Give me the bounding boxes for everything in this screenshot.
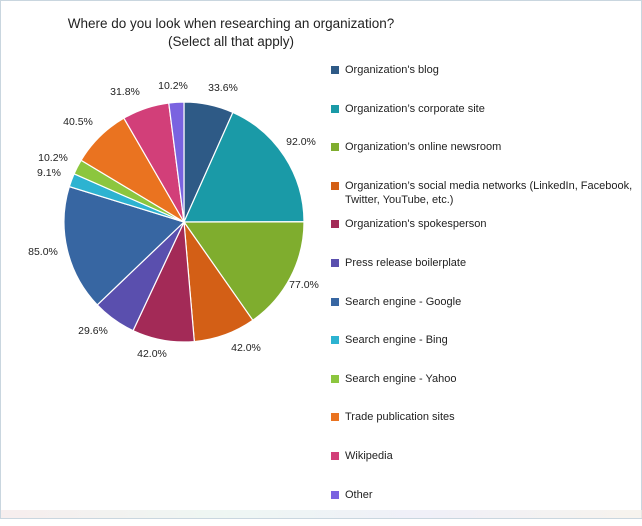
legend-label: Search engine - Bing [345, 334, 448, 347]
legend-swatch [331, 374, 339, 383]
legend-label: Search engine - Yahoo [345, 372, 457, 385]
legend-item-trade-publication-sites: Trade publication sites [331, 410, 636, 449]
legend-label: Wikipedia [345, 449, 393, 462]
legend-label: Organization's spokesperson [345, 218, 487, 231]
legend-item-press-release-boilerplate: Press release boilerplate [331, 256, 636, 295]
legend-swatch [331, 258, 339, 267]
legend-swatch [331, 220, 339, 229]
legend-label: Other [345, 488, 373, 501]
pie-value-label-search-engine-bing: 9.1% [37, 167, 61, 179]
pie-value-label-trade-publication-sites: 40.5% [63, 116, 93, 128]
legend-item-other: Other [331, 488, 636, 526]
legend-swatch [331, 490, 339, 499]
legend-label: Trade publication sites [345, 411, 455, 424]
chart-subtitle: (Select all that apply) [167, 34, 295, 49]
legend-swatch [331, 451, 339, 460]
chart-title-block: Where do you look when researching an or… [41, 15, 421, 51]
legend-label: Search engine - Google [345, 295, 462, 308]
pie-value-label-search-engine-google: 85.0% [28, 246, 58, 258]
pie-value-label-other: 10.2% [158, 80, 188, 92]
legend-swatch [331, 181, 339, 190]
legend-item-organization-s-online-newsroom: Organization’s online newsroom [331, 140, 636, 179]
chart-title: Where do you look when researching an or… [67, 16, 395, 31]
pie-value-labels: 33.6% 92.0% 77.0% 42.0% 42.0% 29.6% 85.0% 9.1% 1… [28, 80, 319, 360]
pie-slice-other [168, 101, 185, 223]
legend-swatch [331, 104, 339, 113]
legend-label: Organization’s online newsroom [345, 141, 502, 154]
legend-swatch [331, 413, 339, 422]
pie-slice-search-engine-google [63, 185, 186, 306]
legend-item-wikipedia: Wikipedia [331, 449, 636, 488]
legend-swatch [331, 297, 339, 306]
legend-item-organization-s-social-media-networks-linkedin-facebook-twitter-youtube-etc: Organization’s social media networks (Li… [331, 179, 636, 218]
pie-value-label-search-engine-yahoo: 10.2% [38, 152, 68, 164]
legend-item-organization-s-blog: Organization's blog [331, 63, 636, 102]
pie-slices [63, 101, 305, 343]
legend-label: Organization’s social media networks (Li… [345, 179, 633, 206]
legend-label: Organization's blog [345, 64, 439, 76]
pie-value-label-wikipedia: 31.8% [110, 86, 140, 98]
decorative-strip [1, 510, 642, 518]
pie-slice-organization-s-online-newsroom [182, 221, 305, 322]
legend-item-search-engine-google: Search engine - Google [331, 295, 636, 334]
legend-label: Press release boilerplate [345, 256, 467, 269]
legend-swatch [331, 143, 339, 152]
pie-value-label-organization-s-corporate-site: 92.0% [286, 136, 316, 148]
legend-item-search-engine-bing: Search engine - Bing [331, 333, 636, 372]
legend-label: Organization’s corporate site [345, 102, 485, 115]
pie-slice-organization-s-corporate-site [183, 111, 305, 223]
legend-item-organization-s-corporate-site: Organization’s corporate site [331, 102, 636, 141]
pie-value-label-organization-s-social-media-networks-linkedin-facebook-twitter-youtube-etc: 42.0% [231, 342, 261, 354]
legend-swatch [331, 66, 339, 74]
legend-item-search-engine-yahoo: Search engine - Yahoo [331, 372, 636, 411]
legend-swatch [331, 336, 339, 345]
legend-item-organization-s-spokesperson: Organization's spokesperson [331, 217, 636, 256]
pie-value-label-organization-s-online-newsroom: 77.0% [289, 279, 319, 291]
chart-legend: Organization's blog Organization’s corpor… [331, 63, 636, 526]
pie-value-label-organization-s-spokesperson: 42.0% [137, 348, 167, 360]
pie-value-label-press-release-boilerplate: 29.6% [78, 325, 108, 337]
pie-value-label-organization-s-blog: 33.6% [208, 82, 238, 94]
